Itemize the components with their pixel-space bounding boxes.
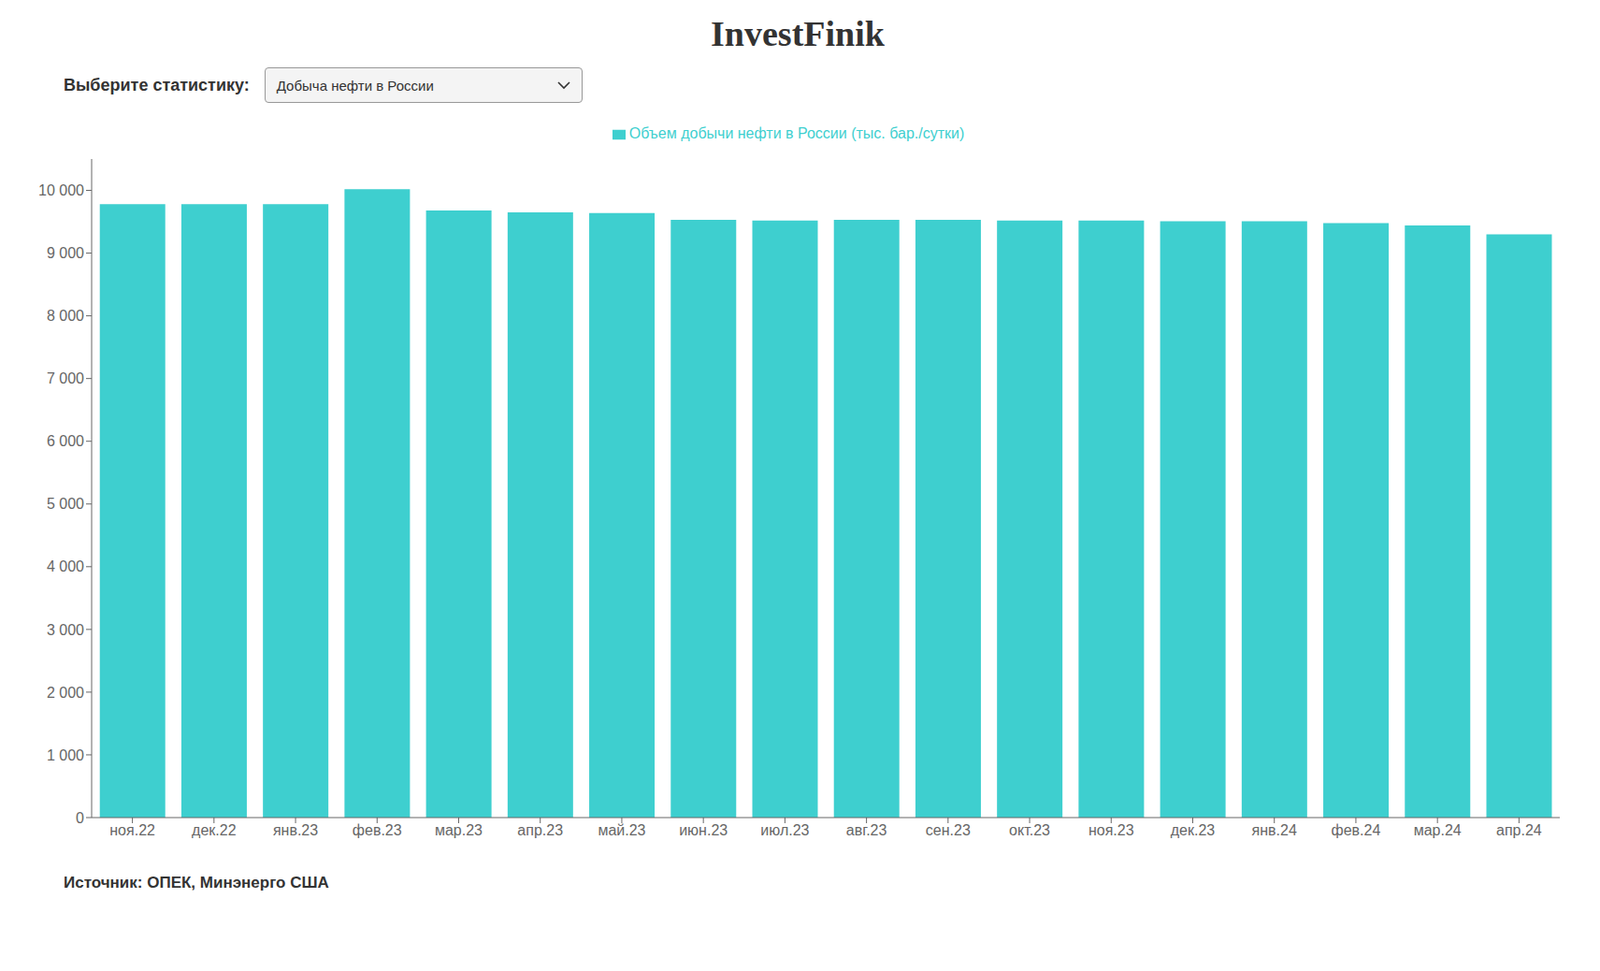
- svg-text:окт.23: окт.23: [1009, 821, 1051, 838]
- svg-text:май.23: май.23: [597, 821, 646, 838]
- svg-text:апр.23: апр.23: [517, 821, 563, 838]
- svg-text:3 000: 3 000: [46, 621, 85, 638]
- svg-text:дек.23: дек.23: [1170, 821, 1216, 838]
- svg-text:ноя.22: ноя.22: [109, 821, 156, 838]
- svg-text:сен.23: сен.23: [925, 821, 971, 838]
- svg-text:7 000: 7 000: [46, 370, 85, 387]
- svg-text:4 000: 4 000: [46, 558, 85, 575]
- svg-text:авг.23: авг.23: [846, 821, 888, 838]
- svg-text:фев.24: фев.24: [1331, 821, 1382, 838]
- svg-text:мар.23: мар.23: [434, 821, 483, 838]
- svg-text:янв.23: янв.23: [273, 821, 318, 838]
- svg-text:5 000: 5 000: [46, 495, 85, 512]
- svg-text:янв.24: янв.24: [1252, 821, 1298, 838]
- svg-text:ноя.23: ноя.23: [1088, 821, 1135, 838]
- html-text:Объем добычи нефти в России (т: Объем добычи нефти в России (тыс. бар./с…: [629, 125, 965, 142]
- svg-text:дек.22: дек.22: [191, 821, 237, 838]
- svg-text:апр.24: апр.24: [1496, 821, 1543, 838]
- svg-text:фев.23: фев.23: [352, 821, 403, 838]
- html-text:Источник: ОПЕК, Минэнерго США: Источник: ОПЕК, Минэнерго США: [63, 873, 329, 892]
- svg-text:2 000: 2 000: [46, 684, 85, 701]
- html-text:InvestFinik: InvestFinik: [710, 14, 885, 54]
- svg-text:1 000: 1 000: [46, 747, 85, 764]
- svg-text:июн.23: июн.23: [678, 821, 728, 838]
- svg-text:10 000: 10 000: [38, 182, 85, 199]
- svg-text:9 000: 9 000: [46, 245, 85, 261]
- svg-text:8 000: 8 000: [46, 307, 85, 324]
- html-text:Выберите статистику:: Выберите статистику:: [63, 75, 250, 94]
- svg-text:июл.23: июл.23: [760, 821, 809, 838]
- svg-text:0: 0: [75, 809, 85, 826]
- svg-text:мар.24: мар.24: [1413, 821, 1462, 838]
- html-text:Добыча нефти в России: Добыча нефти в России: [276, 77, 434, 94]
- svg-text:6 000: 6 000: [46, 432, 85, 449]
